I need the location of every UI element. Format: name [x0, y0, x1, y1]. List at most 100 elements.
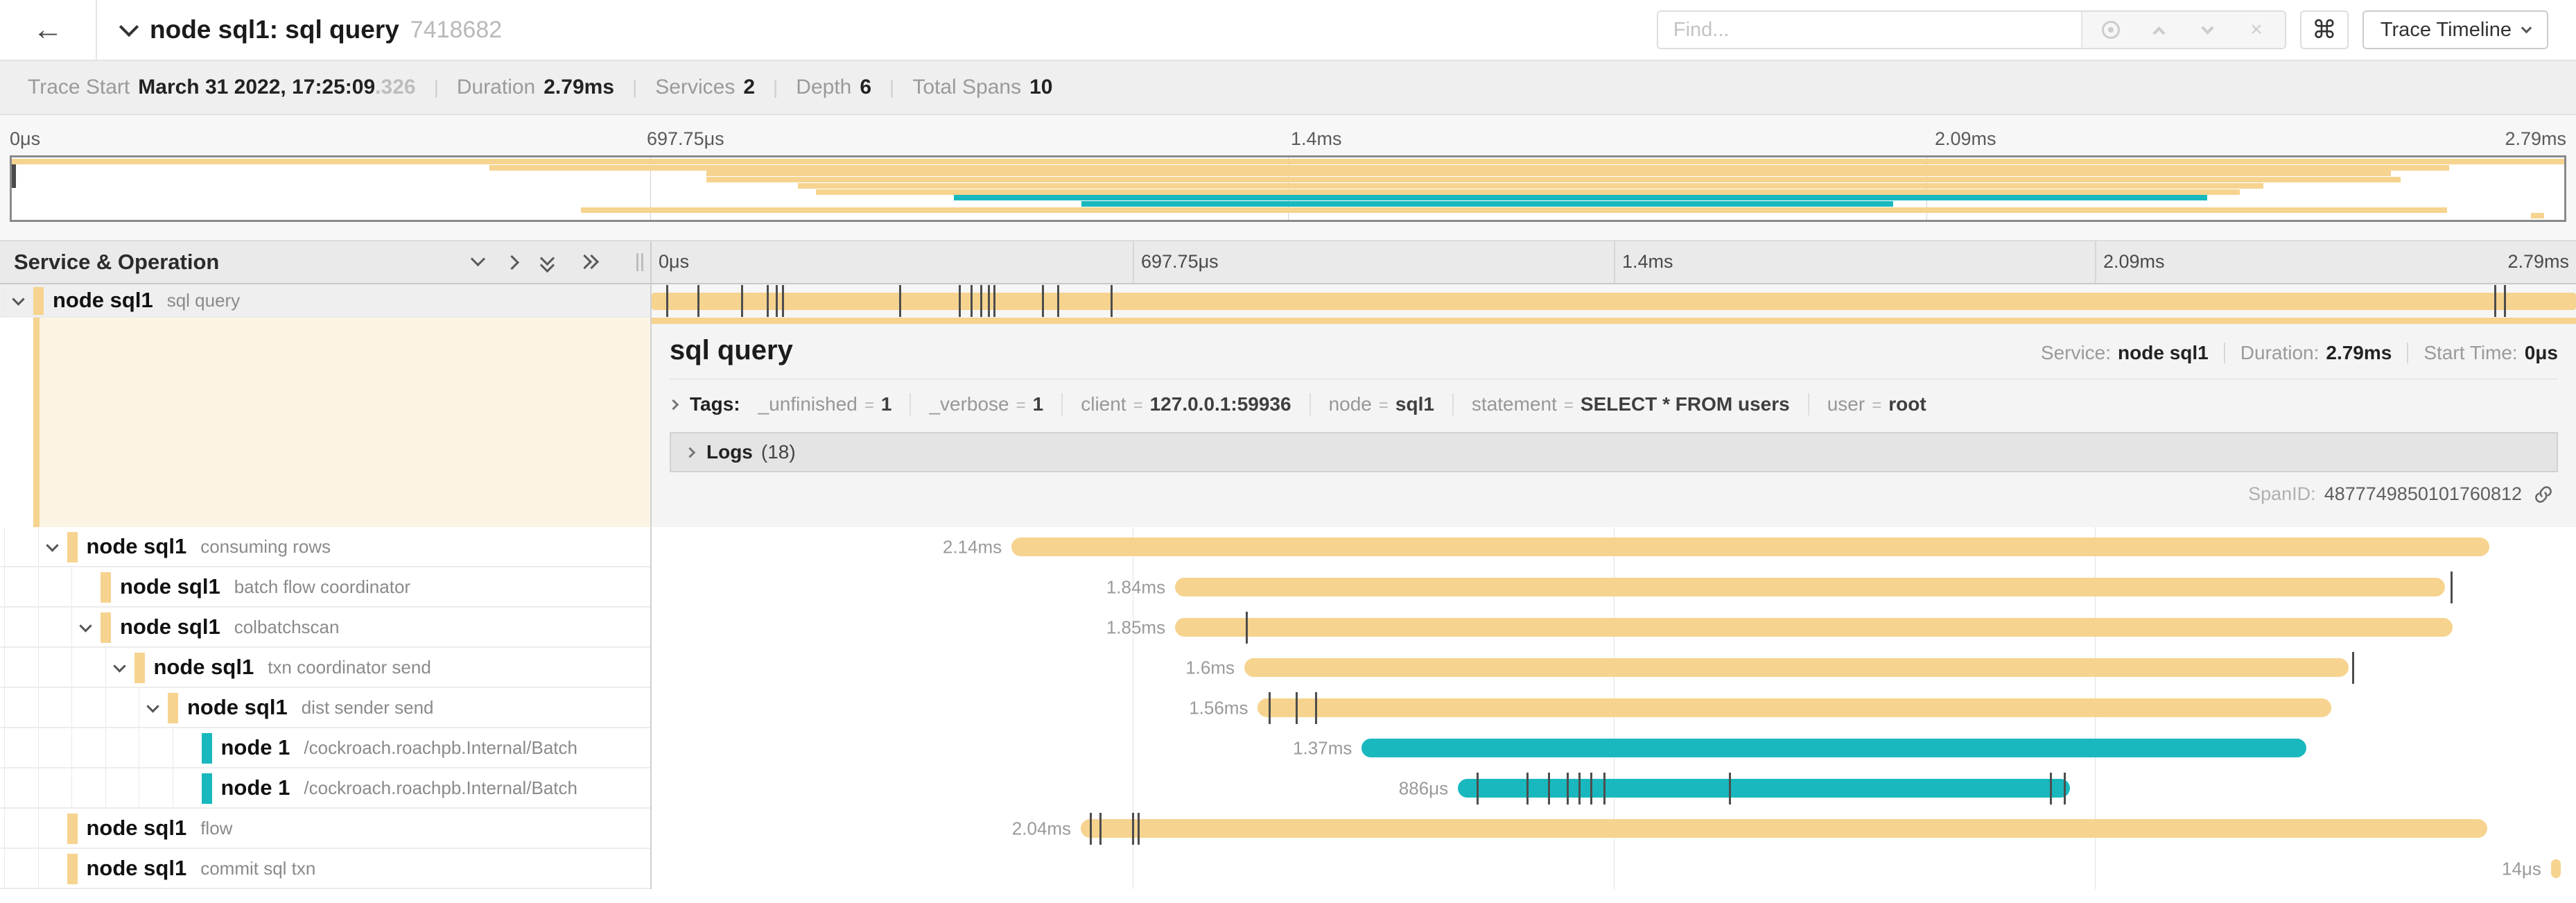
span-bar-row[interactable]: 2.14ms	[652, 527, 2576, 567]
keyboard-shortcuts-button[interactable]: ⌘	[2299, 10, 2349, 49]
service-name: node sql1	[120, 574, 220, 599]
span-collapse-chevron-icon[interactable]	[79, 619, 92, 633]
span-id-label: SpanID:	[2248, 483, 2316, 504]
tags-accordion[interactable]: Tags: _unfinished = 1 _verbose = 1 client = 127.…	[668, 393, 2558, 415]
span-collapse-chevron-icon[interactable]	[112, 659, 126, 673]
span-collapse-chevron-icon[interactable]	[12, 292, 25, 306]
expand-all-icon[interactable]	[577, 253, 600, 271]
command-icon: ⌘	[2311, 15, 2337, 44]
span-collapse-chevron-icon[interactable]	[45, 538, 59, 552]
span-duration-label: 1.84ms	[1106, 576, 1166, 598]
span-log-tick	[970, 285, 973, 317]
minimap-span	[489, 164, 2450, 171]
span-duration-label: 2.14ms	[942, 536, 1002, 558]
ruler-tick-label: 0μs	[10, 128, 41, 149]
span-bar[interactable]	[1257, 698, 2332, 717]
span-log-tick	[1314, 692, 1317, 724]
operation-name: dist sender send	[301, 696, 434, 718]
operation-name: /cockroach.roachpb.Internal/Batch	[304, 737, 577, 758]
operation-name: colbatchscan	[234, 616, 340, 637]
service-name: node sql1	[86, 856, 187, 880]
tree-indent-guide	[4, 688, 5, 727]
span-bar[interactable]	[1081, 819, 2488, 838]
collapse-trace-chevron-icon[interactable]	[119, 17, 139, 37]
trace-title: node sql1: sql query	[150, 15, 399, 44]
span-tree-row[interactable]: node 1/cockroach.roachpb.Internal/Batch	[0, 768, 650, 809]
span-log-tick	[1089, 813, 1092, 845]
span-bar-row[interactable]: 1.84ms	[652, 567, 2576, 608]
collapse-one-icon[interactable]	[470, 251, 486, 266]
timeline-header-tick: 2.79ms	[2507, 251, 2569, 272]
span-collapse-chevron-icon[interactable]	[146, 699, 159, 713]
collapse-all-icon[interactable]	[539, 250, 556, 273]
span-log-tick	[1269, 692, 1271, 724]
span-bar[interactable]	[2550, 859, 2561, 878]
span-bar[interactable]	[1011, 538, 2490, 556]
span-log-tick	[1041, 285, 1044, 317]
span-log-tick	[666, 285, 669, 317]
span-detail-title: sql query	[670, 335, 793, 366]
span-tree-row[interactable]: node sql1 commit sql txn	[0, 849, 650, 889]
logs-label: Logs	[706, 441, 753, 463]
span-bar-row[interactable]	[652, 284, 2576, 318]
service-name: node sql1	[86, 816, 187, 840]
span-bar[interactable]	[1175, 578, 2446, 596]
span-tree-row[interactable]: node sql1 consuming rows	[0, 527, 650, 567]
minimap-span	[581, 207, 2447, 213]
deep-link-icon[interactable]	[2533, 484, 2554, 505]
span-bar-row[interactable]: 1.85ms	[652, 608, 2576, 648]
span-bar[interactable]	[1175, 618, 2453, 637]
tree-indent-guide	[4, 648, 5, 687]
span-bar[interactable]	[1244, 658, 2349, 677]
scope-icon[interactable]	[2089, 13, 2132, 46]
span-tree-row[interactable]: node sql1 colbatchscan	[0, 608, 650, 648]
column-resizer-handle[interactable]	[636, 253, 643, 271]
service-name: node sql1	[153, 655, 254, 679]
tree-indent-guide	[71, 768, 72, 807]
tag-item: user = root	[1807, 393, 1944, 415]
back-arrow-icon: ←	[33, 12, 63, 46]
span-tree-row[interactable]: node sql1 batch flow coordinator	[0, 567, 650, 608]
ruler-tick-label: 697.75μs	[647, 128, 724, 149]
span-bar-row[interactable]: 1.37ms	[652, 728, 2576, 768]
service-color-chip	[168, 693, 178, 723]
span-bar-row[interactable]: 886μs	[652, 768, 2576, 809]
span-bar-row[interactable]: 14μs	[652, 849, 2576, 889]
tree-indent-guide	[4, 608, 5, 646]
tags-label: Tags:	[690, 393, 740, 415]
span-tree-row[interactable]: node sql1 txn coordinator send	[0, 648, 650, 688]
tree-indent-guide	[37, 648, 39, 687]
service-color-chip	[201, 733, 212, 764]
span-bar-row[interactable]: 1.6ms	[652, 648, 2576, 688]
timeline-minimap[interactable]	[10, 155, 2566, 222]
span-log-tick	[1728, 773, 1731, 805]
span-bar[interactable]	[1458, 779, 2070, 798]
span-tree-row[interactable]: node sql1 sql query	[0, 284, 650, 318]
trace-stat: Trace Start March 31 2022, 17:25:09.326	[28, 76, 416, 98]
span-bar-row[interactable]: 2.04ms	[652, 809, 2576, 849]
find-prev-button[interactable]	[2138, 13, 2181, 46]
span-tree-row[interactable]: node sql1 flow	[0, 809, 650, 849]
expand-one-icon[interactable]	[504, 255, 520, 270]
find-clear-button[interactable]: ×	[2250, 18, 2263, 41]
span-log-tick	[899, 285, 902, 317]
find-input[interactable]	[1657, 12, 2081, 48]
span-tree-row[interactable]: node 1/cockroach.roachpb.Internal/Batch	[0, 728, 650, 768]
minimap-drag-handle[interactable]	[12, 162, 16, 188]
find-next-button[interactable]	[2186, 13, 2229, 46]
service-color-chip	[33, 287, 44, 315]
trace-view-selector[interactable]: Trace Timeline	[2362, 10, 2548, 49]
span-log-tick	[1547, 773, 1550, 805]
logs-accordion[interactable]: Logs (18)	[670, 432, 2558, 472]
ruler-tick-label: 2.09ms	[1935, 128, 1996, 149]
span-duration-label: 2.04ms	[1011, 818, 1072, 839]
span-duration-label: 1.85ms	[1106, 617, 1166, 638]
span-bar[interactable]	[1361, 739, 2307, 757]
back-button[interactable]: ←	[0, 0, 97, 60]
span-bar[interactable]	[652, 293, 2576, 310]
span-tree-row[interactable]: node sql1 dist sender send	[0, 688, 650, 728]
span-log-tick	[959, 285, 961, 317]
span-duration-label: 886μs	[1398, 777, 1449, 799]
trace-stat: Depth 6	[796, 76, 872, 98]
span-bar-row[interactable]: 1.56ms	[652, 688, 2576, 728]
